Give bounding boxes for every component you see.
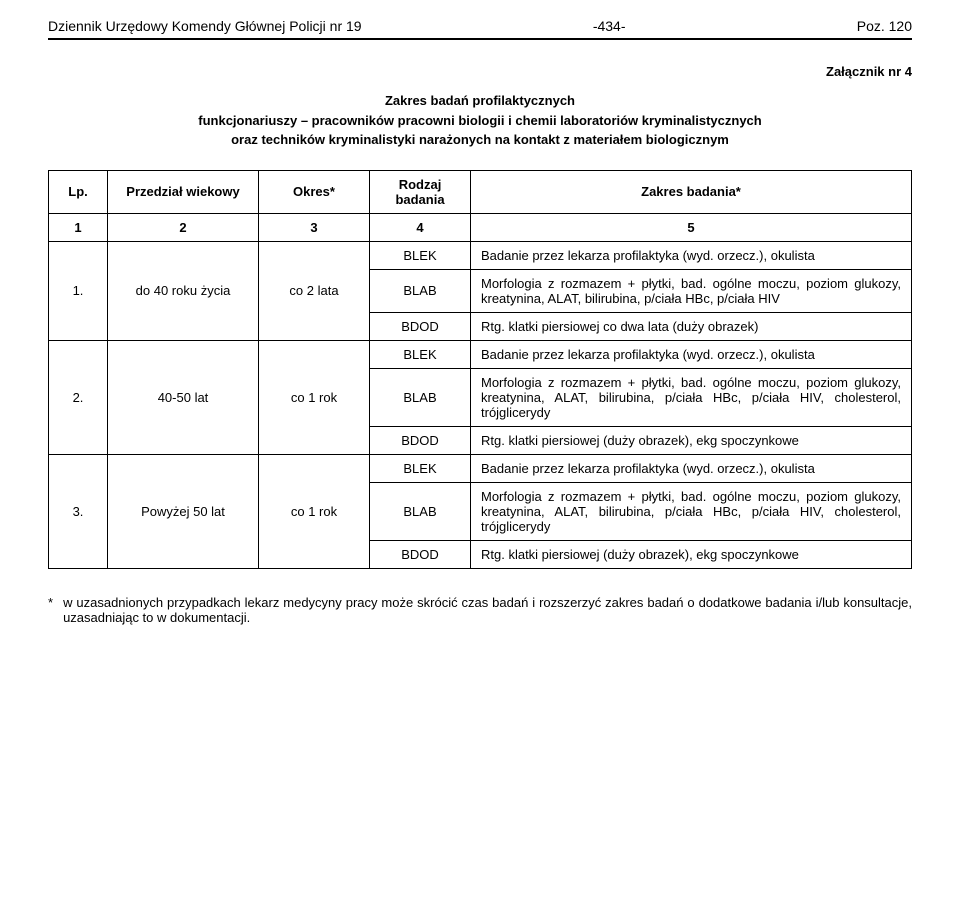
title-line-3: oraz techników kryminalistyki narażonych… xyxy=(231,132,729,147)
cell-zakres-blek: Badanie przez lekarza profilaktyka (wyd.… xyxy=(471,454,912,482)
cell-rodzaj-bdod: BDOD xyxy=(370,426,471,454)
footnote-symbol: * xyxy=(48,595,53,625)
col-okres: Okres* xyxy=(259,170,370,213)
cell-przedzial: 40-50 lat xyxy=(108,340,259,454)
cell-zakres-blab: Morfologia z rozmazem + płytki, bad. ogó… xyxy=(471,269,912,312)
cell-lp: 3. xyxy=(49,454,108,568)
col-zakres: Zakres badania* xyxy=(471,170,912,213)
cell-lp: 1. xyxy=(49,241,108,340)
cell-zakres-bdod: Rtg. klatki piersiowej co dwa lata (duży… xyxy=(471,312,912,340)
header-right: Poz. 120 xyxy=(857,18,912,34)
column-number-row: 1 2 3 4 5 xyxy=(49,213,912,241)
title-line-1: Zakres badań profilaktycznych xyxy=(385,93,575,108)
colnum-1: 1 xyxy=(49,213,108,241)
colnum-2: 2 xyxy=(108,213,259,241)
cell-okres: co 2 lata xyxy=(259,241,370,340)
cell-rodzaj-blek: BLEK xyxy=(370,454,471,482)
cell-rodzaj-bdod: BDOD xyxy=(370,540,471,568)
cell-rodzaj-blab: BLAB xyxy=(370,368,471,426)
cell-przedzial: Powyżej 50 lat xyxy=(108,454,259,568)
cell-lp: 2. xyxy=(49,340,108,454)
col-przedzial: Przedział wiekowy xyxy=(108,170,259,213)
cell-okres: co 1 rok xyxy=(259,454,370,568)
col-rodzaj: Rodzaj badania xyxy=(370,170,471,213)
cell-rodzaj-blek: BLEK xyxy=(370,340,471,368)
document-title: Zakres badań profilaktycznych funkcjonar… xyxy=(120,91,840,150)
header-center: -434- xyxy=(593,18,626,34)
footnote-text: w uzasadnionych przypadkach lekarz medyc… xyxy=(63,595,912,625)
title-line-2: funkcjonariuszy – pracowników pracowni b… xyxy=(198,113,761,128)
cell-zakres-blab: Morfologia z rozmazem + płytki, bad. ogó… xyxy=(471,368,912,426)
cell-rodzaj-blek: BLEK xyxy=(370,241,471,269)
footnote: * w uzasadnionych przypadkach lekarz med… xyxy=(48,595,912,625)
cell-rodzaj-blab: BLAB xyxy=(370,482,471,540)
colnum-4: 4 xyxy=(370,213,471,241)
table-header-row: Lp. Przedział wiekowy Okres* Rodzaj bada… xyxy=(49,170,912,213)
col-lp: Lp. xyxy=(49,170,108,213)
cell-rodzaj-bdod: BDOD xyxy=(370,312,471,340)
cell-zakres-bdod: Rtg. klatki piersiowej (duży obrazek), e… xyxy=(471,540,912,568)
colnum-3: 3 xyxy=(259,213,370,241)
page: Dziennik Urzędowy Komendy Głównej Policj… xyxy=(0,0,960,655)
table-row: 2. 40-50 lat co 1 rok BLEK Badanie przez… xyxy=(49,340,912,368)
cell-zakres-bdod: Rtg. klatki piersiowej (duży obrazek), e… xyxy=(471,426,912,454)
page-header: Dziennik Urzędowy Komendy Głównej Policj… xyxy=(48,18,912,40)
table-row: 1. do 40 roku życia co 2 lata BLEK Badan… xyxy=(49,241,912,269)
cell-zakres-blek: Badanie przez lekarza profilaktyka (wyd.… xyxy=(471,241,912,269)
cell-zakres-blab: Morfologia z rozmazem + płytki, bad. ogó… xyxy=(471,482,912,540)
cell-zakres-blek: Badanie przez lekarza profilaktyka (wyd.… xyxy=(471,340,912,368)
attachment-label: Załącznik nr 4 xyxy=(48,64,912,79)
cell-przedzial: do 40 roku życia xyxy=(108,241,259,340)
table-row: 3. Powyżej 50 lat co 1 rok BLEK Badanie … xyxy=(49,454,912,482)
cell-rodzaj-blab: BLAB xyxy=(370,269,471,312)
cell-okres: co 1 rok xyxy=(259,340,370,454)
header-left: Dziennik Urzędowy Komendy Głównej Policj… xyxy=(48,18,362,34)
colnum-5: 5 xyxy=(471,213,912,241)
exam-table: Lp. Przedział wiekowy Okres* Rodzaj bada… xyxy=(48,170,912,569)
